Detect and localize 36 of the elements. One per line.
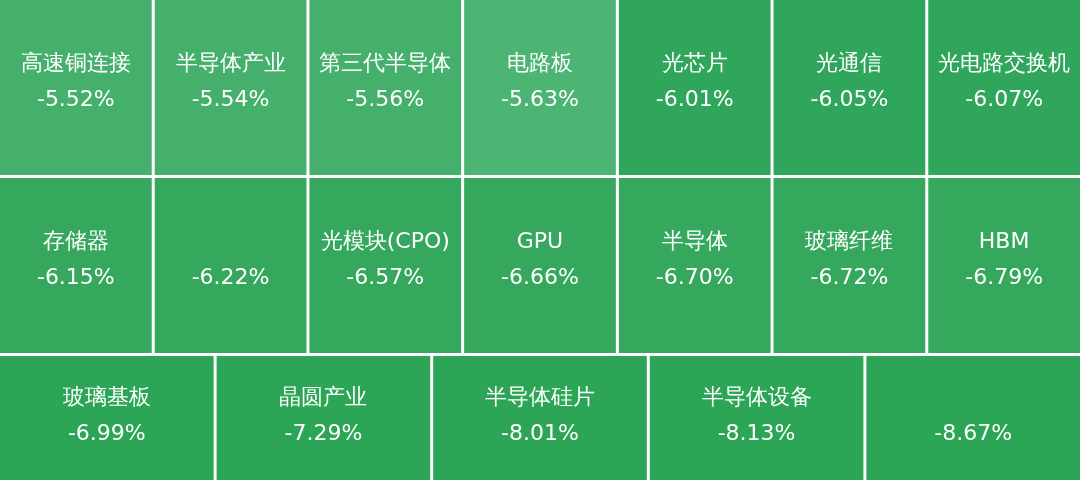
data-label: -5.54% (191, 86, 270, 111)
data-label: -6.05% (810, 86, 889, 111)
data-label: -6.15% (36, 264, 115, 289)
category-label: HBM (978, 228, 1030, 253)
data-label: -6.22% (191, 264, 270, 289)
category-label: 第三代半导体 (319, 50, 452, 75)
data-label: -6.66% (501, 264, 579, 289)
category-label: 电路板 (507, 50, 573, 75)
data-label: -5.52% (36, 86, 115, 111)
data-label: -6.57% (346, 264, 425, 289)
data-label: -8.67% (934, 420, 1013, 445)
data-label: -8.01% (501, 420, 579, 445)
category-label: 光芯片 (661, 50, 728, 75)
data-label: -6.01% (655, 86, 734, 111)
category-label: 半导体产业 (175, 50, 286, 75)
data-label: -5.63% (501, 86, 579, 111)
data-label: -5.56% (346, 86, 425, 111)
data-label: -6.79% (965, 264, 1044, 289)
category-label: 半导体 (661, 228, 728, 253)
data-label: -6.07% (965, 86, 1044, 111)
data-label: -8.13% (717, 420, 796, 445)
data-label: -6.70% (655, 264, 734, 289)
category-label: 晶圆产业 (279, 384, 368, 409)
category-label: 半导体设备 (701, 384, 812, 409)
category-label: 玻璃纤维 (805, 228, 894, 253)
data-label: -7.29% (284, 420, 363, 445)
category-label: 半导体硅片 (485, 384, 595, 409)
data-label: -6.99% (67, 420, 146, 445)
category-label: 玻璃基板 (62, 384, 151, 409)
category-label: 光电路交换机 (938, 50, 1071, 75)
category-label: 光模块(CPO) (320, 228, 450, 253)
category-label: 光通信 (816, 50, 883, 75)
category-label: 存储器 (42, 228, 109, 253)
data-label: -6.72% (810, 264, 889, 289)
category-label: GPU (516, 228, 564, 253)
category-label: 高速铜连接 (20, 50, 131, 75)
